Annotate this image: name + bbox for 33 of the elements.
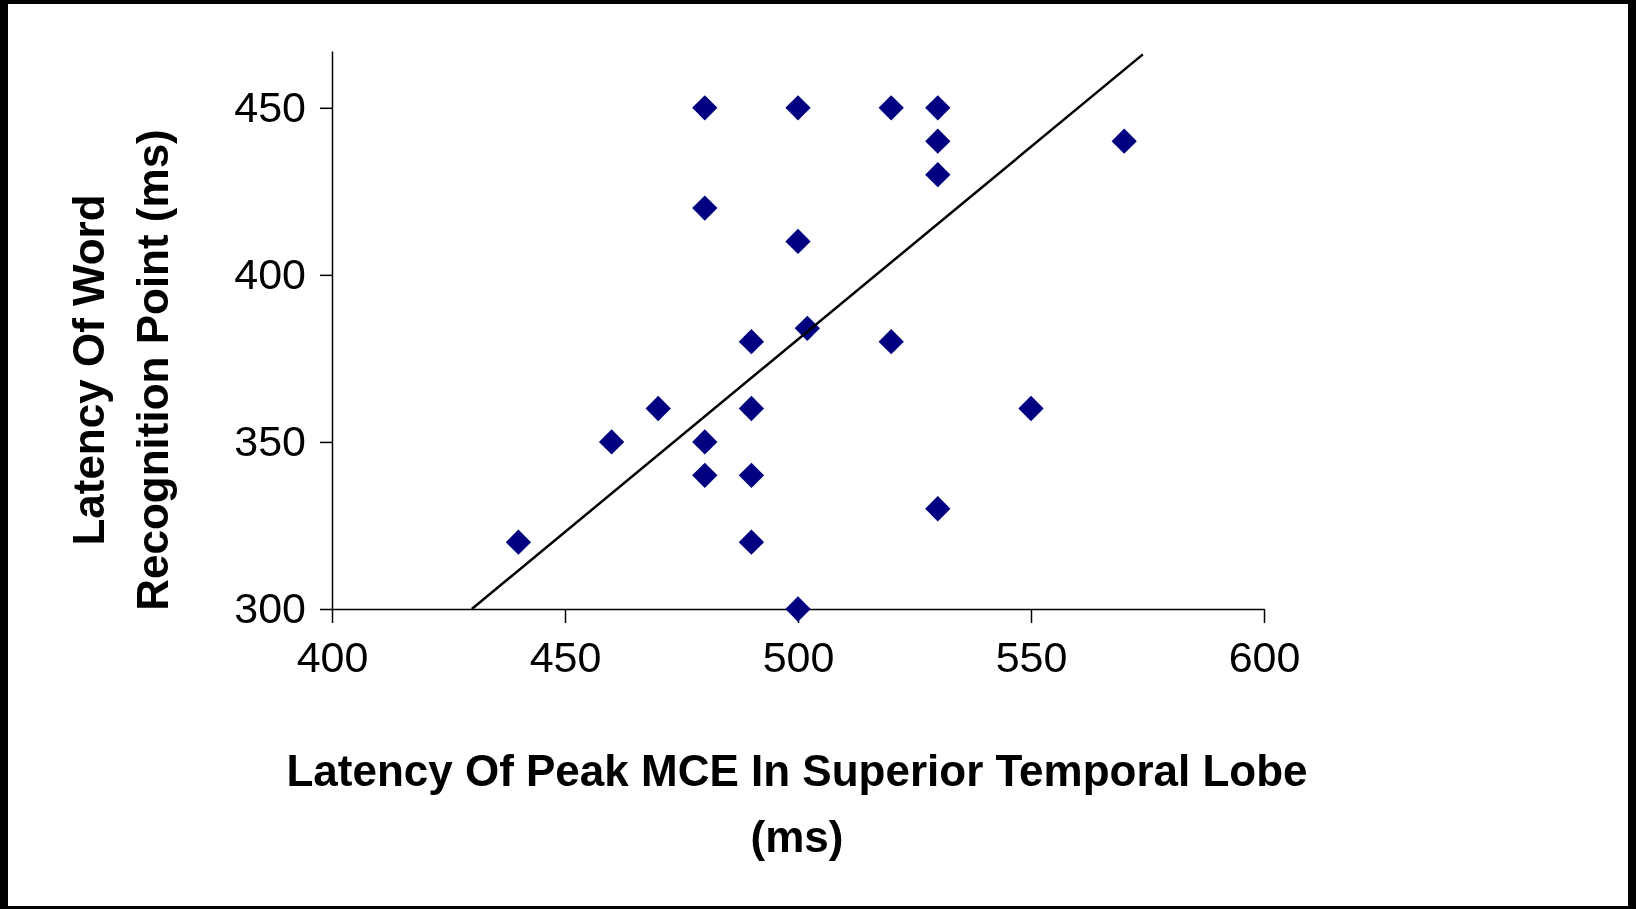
point xyxy=(878,329,904,355)
point xyxy=(738,529,765,555)
point xyxy=(1111,128,1137,154)
point xyxy=(692,429,718,455)
point xyxy=(785,95,811,121)
point xyxy=(878,95,904,121)
point xyxy=(738,462,765,488)
point xyxy=(692,95,718,121)
point xyxy=(738,395,765,422)
point xyxy=(925,496,951,522)
y-tick-label: 400 xyxy=(234,250,306,299)
point xyxy=(785,596,811,622)
point xyxy=(505,529,532,555)
y-tick-label: 350 xyxy=(234,417,306,466)
point xyxy=(738,329,765,355)
x-tick-label: 450 xyxy=(529,632,602,681)
x-tick-label: 600 xyxy=(1228,632,1301,681)
point xyxy=(598,429,625,455)
point xyxy=(925,161,951,188)
x-tick-label: 550 xyxy=(995,632,1068,681)
point xyxy=(925,128,951,154)
point xyxy=(785,228,811,255)
point xyxy=(692,195,718,221)
y-tick-label: 450 xyxy=(234,83,306,132)
point xyxy=(692,462,718,488)
y-axis-title: Latency Of Word Recognition Point (ms) xyxy=(64,129,177,611)
point xyxy=(925,95,951,121)
point xyxy=(1018,395,1044,422)
y-tick-label: 300 xyxy=(234,584,306,633)
point xyxy=(645,395,671,422)
x-tick-label: 400 xyxy=(296,632,369,681)
x-tick-label: 500 xyxy=(762,632,835,681)
x-axis-title: Latency Of Peak MCE In Superior Temporal Lobe (ms) xyxy=(286,746,1308,861)
